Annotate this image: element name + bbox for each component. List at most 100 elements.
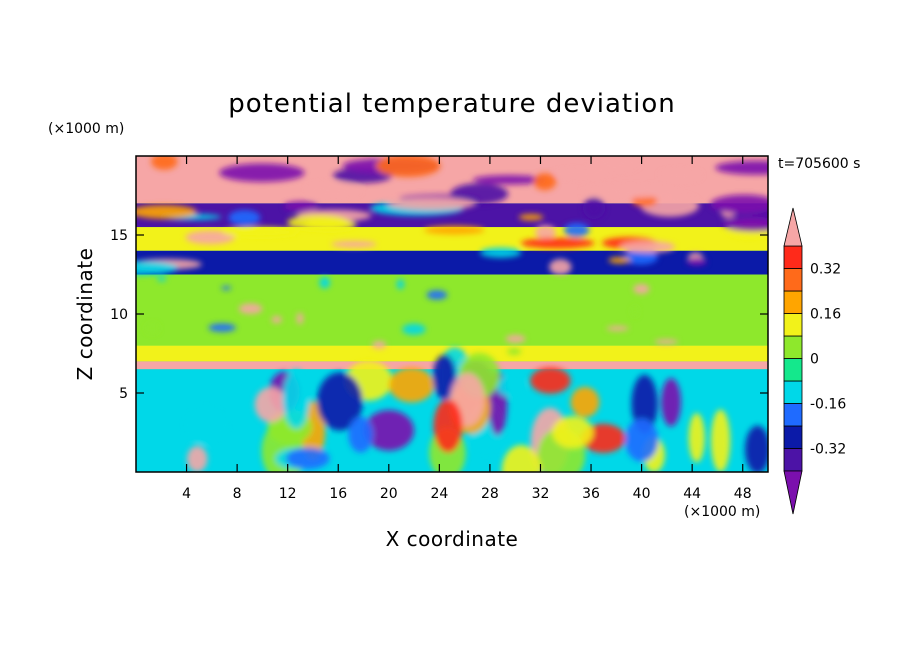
field-blob <box>372 341 387 349</box>
field-blob <box>364 410 415 451</box>
field-blob <box>659 170 701 181</box>
field-blob <box>287 214 349 231</box>
x-tick-label: 24 <box>430 486 448 502</box>
field-blob <box>285 447 330 470</box>
field-blob <box>501 445 541 472</box>
field-blob <box>306 182 361 198</box>
field-blob <box>496 376 524 397</box>
field-blob <box>608 256 631 264</box>
colorbar-cell <box>783 335 803 359</box>
time-label: t=705600 s <box>778 156 860 172</box>
colorbar-label: 0 <box>810 352 819 368</box>
field-blob <box>589 156 639 172</box>
x-tick-label: 44 <box>683 486 701 502</box>
colorbar-label: -0.32 <box>810 442 846 458</box>
field-blob <box>606 326 629 331</box>
field-band <box>136 250 768 275</box>
field-blob <box>219 163 305 182</box>
x-tick-label: 20 <box>380 486 398 502</box>
y-tick-label: 10 <box>110 307 128 323</box>
plot-area <box>136 156 768 472</box>
field-blob <box>423 225 485 235</box>
colorbar-extend-high <box>783 207 803 247</box>
y-tick-label: 15 <box>110 228 128 244</box>
x-tick-label: 12 <box>279 486 297 502</box>
colorbar: -0.32 -0.16 0 0.16 0.32 <box>783 207 846 515</box>
field-blob <box>296 312 304 325</box>
field-blob <box>185 406 228 444</box>
field-blob <box>433 399 463 453</box>
field-blob <box>715 160 768 175</box>
field-blob <box>745 425 768 472</box>
field-blob <box>396 279 405 290</box>
colorbar-cell <box>783 448 803 472</box>
field-blob <box>472 175 546 185</box>
field-blob <box>388 367 435 403</box>
field-blob <box>479 247 522 258</box>
colorbar-cell <box>783 425 803 449</box>
colorbar-cell <box>783 380 803 404</box>
field-blob <box>686 257 707 266</box>
field-blob <box>228 209 261 226</box>
field-blob <box>387 197 476 211</box>
field-blob <box>710 194 768 215</box>
colorbar-cell <box>783 403 803 427</box>
chart-title: potential temperature deviation <box>228 89 675 119</box>
field-blob <box>221 285 232 291</box>
field-blob <box>331 240 377 248</box>
field-blob <box>631 374 658 433</box>
field-blob <box>520 237 595 249</box>
field-blob <box>533 173 557 191</box>
x-axis-unit: (×1000 m) <box>684 504 760 520</box>
field-blob <box>625 418 659 462</box>
field-blob <box>185 230 235 245</box>
field-blob <box>583 197 606 219</box>
field-blob <box>254 386 287 423</box>
field-blob <box>271 315 282 324</box>
field-blob <box>348 416 374 453</box>
field-blob <box>722 217 768 232</box>
field-blob <box>507 348 522 355</box>
field-blob <box>282 369 310 429</box>
field-blob <box>582 185 680 199</box>
field-blob <box>316 372 363 431</box>
field-blob <box>619 240 676 253</box>
colorbar-cell <box>783 290 803 314</box>
field-blob <box>136 204 197 219</box>
x-ticks: 4 8 12 16 20 24 28 32 36 40 44 48 <box>182 156 752 502</box>
field-blob <box>375 156 441 178</box>
colorbar-cell <box>783 245 803 269</box>
y-axis-label: Z coordinate <box>73 248 97 381</box>
colorbar-label: -0.16 <box>810 397 846 413</box>
field-blob <box>633 283 650 294</box>
x-tick-label: 28 <box>481 486 499 502</box>
field-blob <box>563 222 590 238</box>
x-tick-label: 36 <box>582 486 600 502</box>
field-blob <box>151 156 178 170</box>
field-blob <box>654 339 679 345</box>
field-blob <box>535 225 557 240</box>
y-tick-label: 5 <box>119 386 128 402</box>
x-tick-label: 16 <box>329 486 347 502</box>
field-blob <box>283 201 319 212</box>
x-tick-label: 4 <box>182 486 191 502</box>
field-blob <box>570 386 600 418</box>
field-blob <box>319 276 331 289</box>
x-axis-label: X coordinate <box>386 527 519 551</box>
field-blob <box>549 258 572 275</box>
x-tick-label: 48 <box>734 486 752 502</box>
field-blob <box>552 416 594 449</box>
x-tick-label: 40 <box>633 486 651 502</box>
field-band <box>136 274 768 346</box>
field-blob <box>631 305 638 317</box>
field-blob <box>623 250 658 265</box>
field-blob <box>450 183 509 205</box>
field-blob <box>432 354 457 400</box>
field-blob <box>710 409 731 472</box>
field-blob <box>136 261 179 276</box>
field-blob <box>661 378 682 427</box>
colorbar-extend-low <box>783 470 803 515</box>
field-blob <box>156 277 167 282</box>
colorbar-cell <box>783 358 803 382</box>
